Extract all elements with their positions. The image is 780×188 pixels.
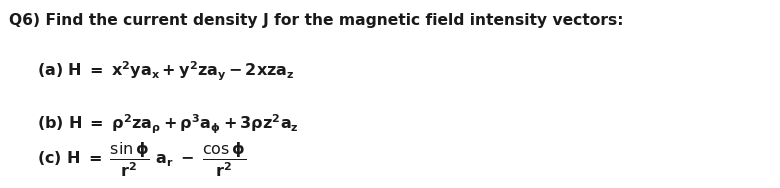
Text: $\bf{(b)\ H\ =\ \rho^2za_\rho + \rho^3a_\phi + 3\rho z^2a_z}$: $\bf{(b)\ H\ =\ \rho^2za_\rho + \rho^3a_… bbox=[37, 113, 300, 136]
Text: $\bf{(a)\ H\ =\ x^2ya_x + y^2za_y - 2xza_z}$: $\bf{(a)\ H\ =\ x^2ya_x + y^2za_y - 2xza… bbox=[37, 60, 295, 83]
Text: $\bf{(c)\ H\ =\ \dfrac{\sin\phi}{r^2}\ a_r\ -\ \dfrac{\cos\phi}{r^2}}$: $\bf{(c)\ H\ =\ \dfrac{\sin\phi}{r^2}\ a… bbox=[37, 140, 246, 179]
Text: Q6) Find the current density J for the magnetic field intensity vectors:: Q6) Find the current density J for the m… bbox=[9, 13, 624, 28]
